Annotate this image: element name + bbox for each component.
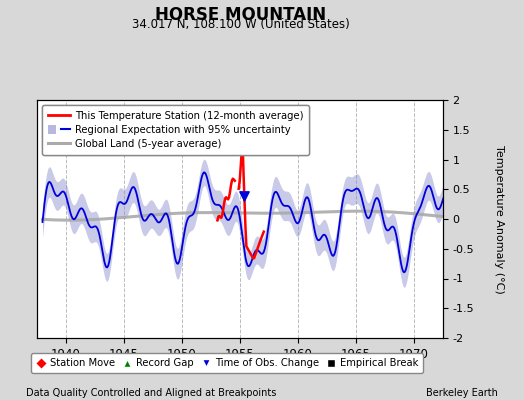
Text: Berkeley Earth: Berkeley Earth — [426, 388, 498, 398]
Text: 34.017 N, 108.100 W (United States): 34.017 N, 108.100 W (United States) — [132, 18, 350, 31]
Text: Data Quality Controlled and Aligned at Breakpoints: Data Quality Controlled and Aligned at B… — [26, 388, 277, 398]
Text: HORSE MOUNTAIN: HORSE MOUNTAIN — [156, 6, 326, 24]
Point — [239, 193, 248, 200]
Legend: This Temperature Station (12-month average), Regional Expectation with 95% uncer: This Temperature Station (12-month avera… — [42, 105, 309, 154]
Y-axis label: Temperature Anomaly (°C): Temperature Anomaly (°C) — [494, 145, 504, 293]
Legend: Station Move, Record Gap, Time of Obs. Change, Empirical Break: Station Move, Record Gap, Time of Obs. C… — [31, 353, 423, 373]
